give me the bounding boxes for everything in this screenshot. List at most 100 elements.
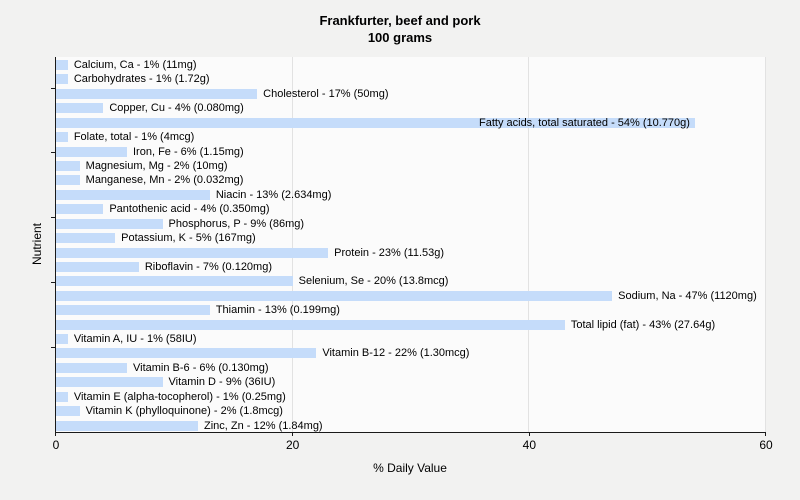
nutrient-bar	[56, 175, 80, 186]
nutrient-bar	[56, 218, 163, 229]
bar-row: Riboflavin - 7% (0.120mg)	[56, 260, 766, 274]
nutrient-bar-label: Total lipid (fat) - 43% (27.64g)	[570, 318, 716, 331]
nutrient-bar	[56, 406, 80, 417]
nutrient-bar-label: Protein - 23% (11.53g)	[334, 246, 445, 259]
nutrient-bar-label: Sodium, Na - 47% (1120mg)	[618, 289, 757, 302]
nutrient-bar-label: Folate, total - 1% (4mcg)	[73, 131, 195, 144]
nutrient-bar	[56, 160, 80, 171]
vertical-gridline	[291, 57, 293, 432]
bar-row: Fatty acids, total saturated - 54% (10.7…	[56, 116, 766, 130]
bar-row: Cholesterol - 17% (50mg)	[56, 87, 766, 101]
bar-row: Pantothenic acid - 4% (0.350mg)	[56, 202, 766, 216]
x-axis-title: % Daily Value	[373, 461, 447, 475]
x-axis-tick	[764, 432, 766, 436]
y-axis-tick	[51, 88, 55, 89]
chart-title-line2: 100 grams	[367, 30, 433, 45]
chart-title-line1: Frankfurter, beef and pork	[319, 13, 481, 28]
nutrient-bar	[56, 189, 210, 200]
x-axis-tick-label: 60	[759, 438, 773, 452]
bar-row: Thiamin - 13% (0.199mg)	[56, 303, 766, 317]
bar-row: Phosphorus, P - 9% (86mg)	[56, 217, 766, 231]
bar-row: Vitamin B-12 - 22% (1.30mcg)	[56, 346, 766, 360]
bar-row: Potassium, K - 5% (167mg)	[56, 231, 766, 245]
x-axis-tick	[55, 432, 56, 436]
bar-row: Total lipid (fat) - 43% (27.64g)	[56, 318, 766, 332]
x-axis-tick	[292, 432, 294, 436]
bar-row: Manganese, Mn - 2% (0.032mg)	[56, 173, 766, 187]
nutrient-bar-label: Vitamin D - 9% (36IU)	[168, 376, 276, 389]
nutrient-bar	[56, 377, 163, 388]
plot-area: 0 20 40 60 Calcium, Ca - 1% (11mg) Carbohydra…	[51, 57, 773, 452]
bar-row: Zinc, Zn - 12% (1.84mg)	[56, 419, 766, 433]
x-axis-tick	[528, 432, 530, 436]
vertical-gridline	[528, 57, 530, 432]
y-axis-title: Nutrient	[30, 222, 44, 266]
nutrient-bar-label: Vitamin E (alpha-tocopherol) - 1% (0.25m…	[73, 390, 286, 403]
nutrient-bar	[56, 334, 68, 345]
nutrient-bar	[56, 261, 139, 272]
nutrient-bar-label: Carbohydrates - 1% (1.72g)	[73, 73, 210, 86]
bar-row: Copper, Cu - 4% (0.080mg)	[56, 101, 766, 115]
nutrient-bar-label: Thiamin - 13% (0.199mg)	[215, 304, 340, 317]
nutrient-bar	[56, 305, 210, 316]
nutrient-bar	[56, 233, 116, 244]
vertical-gridline	[765, 57, 766, 432]
nutrient-bar	[56, 204, 104, 215]
nutrient-bar	[56, 391, 68, 402]
nutrient-bar	[56, 74, 68, 85]
nutrient-bar-label: Phosphorus, P - 9% (86mg)	[168, 217, 305, 230]
bar-row: Vitamin A, IU - 1% (58IU)	[56, 332, 766, 346]
nutrient-bar-label: Potassium, K - 5% (167mg)	[121, 232, 256, 245]
bar-row: Magnesium, Mg - 2% (10mg)	[56, 159, 766, 173]
x-axis-tick-label: 0	[52, 438, 60, 452]
y-axis-tick	[51, 217, 55, 218]
nutrient-bar	[56, 290, 613, 301]
nutrient-bar-label: Magnesium, Mg - 2% (10mg)	[85, 159, 228, 172]
bar-row: Selenium, Se - 20% (13.8mcg)	[56, 274, 766, 288]
nutrient-bar-label: Fatty acids, total saturated - 54% (10.7…	[479, 116, 690, 129]
nutrient-bar-label: Vitamin B-6 - 6% (0.130mg)	[133, 361, 269, 374]
bar-row: Niacin - 13% (2.634mg)	[56, 188, 766, 202]
nutrient-bar-label: Cholesterol - 17% (50mg)	[263, 87, 389, 100]
y-axis-tick	[51, 152, 55, 153]
nutrient-bar	[56, 117, 695, 128]
nutrient-bar-label: Niacin - 13% (2.634mg)	[215, 188, 332, 201]
nutrient-bar-label: Iron, Fe - 6% (1.15mg)	[133, 145, 244, 158]
nutrient-bar	[56, 319, 565, 330]
nutrient-bar	[56, 132, 68, 143]
nutrient-bar-label: Vitamin A, IU - 1% (58IU)	[73, 333, 197, 346]
nutrient-bar-label: Zinc, Zn - 12% (1.84mg)	[204, 419, 323, 432]
bar-row: Vitamin D - 9% (36IU)	[56, 375, 766, 389]
nutrient-bar-label: Riboflavin - 7% (0.120mg)	[144, 260, 272, 273]
chart-title: Frankfurter, beef and pork 100 grams	[0, 12, 800, 46]
y-axis-tick	[51, 282, 55, 283]
bar-row: Protein - 23% (11.53g)	[56, 246, 766, 260]
nutrient-bar	[56, 420, 198, 431]
nutrient-bar	[56, 276, 293, 287]
bar-row: Sodium, Na - 47% (1120mg)	[56, 289, 766, 303]
nutrient-bar	[56, 146, 127, 157]
bar-row: Vitamin K (phylloquinone) - 2% (1.8mcg)	[56, 404, 766, 418]
nutrient-bar-label: Copper, Cu - 4% (0.080mg)	[109, 102, 244, 115]
nutrient-bar-label: Vitamin B-12 - 22% (1.30mcg)	[322, 347, 470, 360]
bar-row: Carbohydrates - 1% (1.72g)	[56, 72, 766, 86]
nutrient-bar	[56, 247, 329, 258]
nutrient-bar	[56, 103, 104, 114]
bar-row: Folate, total - 1% (4mcg)	[56, 130, 766, 144]
y-axis-tick	[51, 347, 55, 348]
x-axis-tick-label: 20	[285, 438, 300, 452]
nutrient-bar-label: Pantothenic acid - 4% (0.350mg)	[109, 203, 270, 216]
bar-row: Vitamin B-6 - 6% (0.130mg)	[56, 361, 766, 375]
nutrient-bar	[56, 88, 258, 99]
nutrient-bar-label: Manganese, Mn - 2% (0.032mg)	[85, 174, 244, 187]
nutrient-bar-label: Vitamin K (phylloquinone) - 2% (1.8mcg)	[85, 405, 283, 418]
nutrient-bar	[56, 60, 68, 70]
bar-row: Iron, Fe - 6% (1.15mg)	[56, 145, 766, 159]
nutrient-bar	[56, 362, 127, 373]
nutrient-bar-label: Calcium, Ca - 1% (11mg)	[73, 59, 197, 71]
bar-row: Vitamin E (alpha-tocopherol) - 1% (0.25m…	[56, 390, 766, 404]
nutrient-bar	[56, 348, 317, 359]
x-axis-tick-label: 40	[522, 438, 537, 452]
nutrient-bar-label: Selenium, Se - 20% (13.8mcg)	[298, 275, 449, 288]
